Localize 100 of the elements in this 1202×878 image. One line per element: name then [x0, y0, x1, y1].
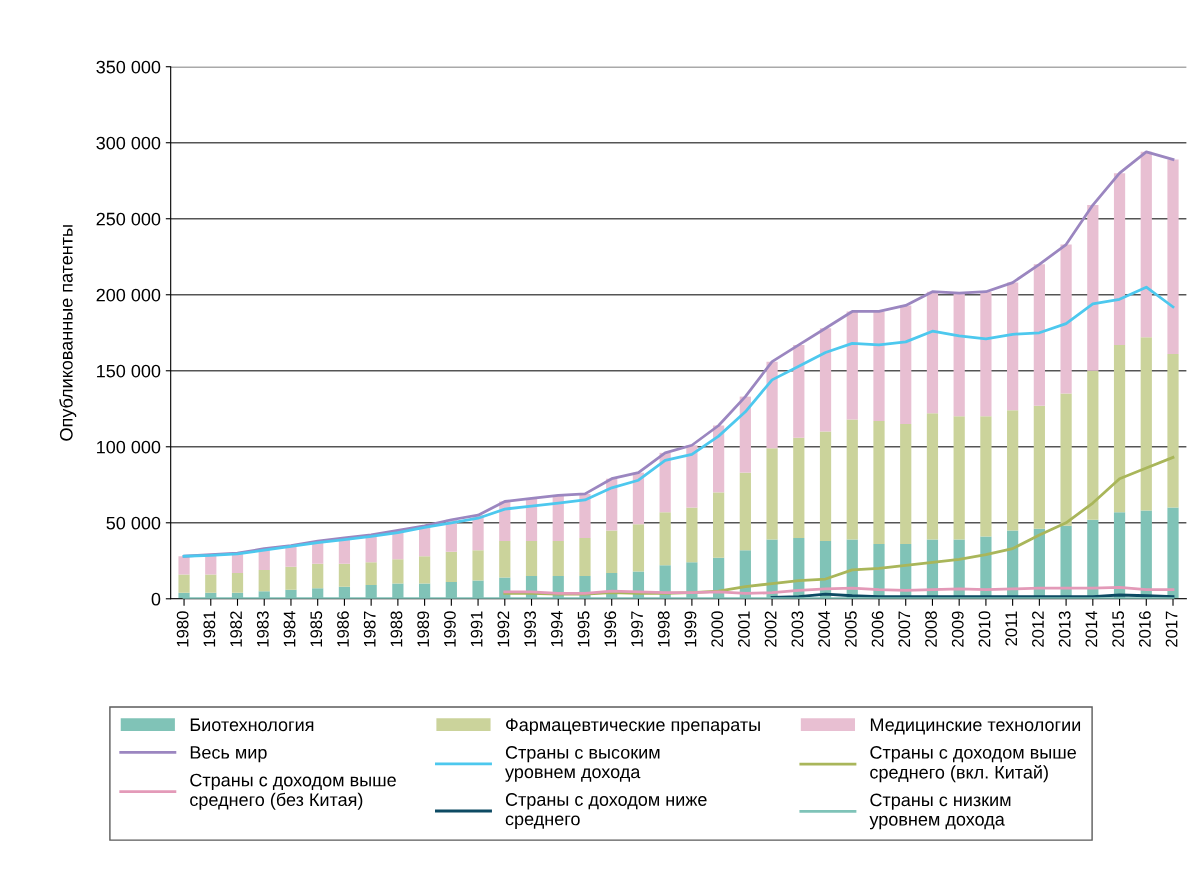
bar: [739, 472, 751, 551]
bar: [1140, 337, 1152, 511]
bar: [632, 524, 645, 572]
x-tick-label: 2016: [1138, 611, 1151, 647]
x-tick-label: 1994: [550, 611, 563, 647]
bar: [392, 559, 404, 584]
bar: [900, 423, 912, 545]
bar: [1113, 173, 1126, 345]
x-tick-label: 2001: [738, 611, 750, 647]
y-tick-label: 200 000: [96, 288, 161, 302]
bar: [713, 425, 725, 493]
x-tick-label: 1990: [444, 611, 456, 647]
bar: [1087, 205, 1099, 371]
bar: [1033, 264, 1045, 406]
bar: [846, 419, 858, 540]
x-tick-label: 2006: [871, 611, 884, 647]
legend-label: Страны с доходом выше среднего (вкл. Китай): [870, 746, 1076, 783]
x-tick-label: 2005: [844, 611, 857, 647]
line-series: [503, 586, 1175, 595]
y-tick-label: 250 000: [96, 212, 161, 226]
bar: [873, 420, 885, 545]
x-tick-label: 2015: [1112, 611, 1125, 647]
bar: [285, 545, 297, 567]
line-series: [182, 285, 1175, 558]
bar: [980, 416, 992, 537]
bar: [713, 492, 725, 558]
bar: [686, 507, 698, 563]
y-tick-label: 0: [151, 592, 161, 606]
x-tick-label: 2009: [951, 611, 964, 647]
bar: [178, 574, 190, 593]
bar: [1113, 344, 1126, 513]
y-tick-label: 300 000: [96, 136, 161, 150]
legend-label: Страны с высоким уровнем дохода: [505, 746, 660, 782]
bar: [900, 305, 912, 424]
legend-label: Страны с доходом ниже среднего: [505, 793, 707, 829]
x-tick-label: 1996: [604, 611, 617, 647]
bar: [606, 530, 618, 573]
legend-label: Фармацевтические препараты: [506, 718, 760, 735]
bar: [1033, 405, 1045, 529]
x-tick-label: 1983: [256, 611, 269, 647]
bar: [365, 562, 377, 586]
x-tick-label: 2003: [791, 611, 804, 647]
bar: [579, 493, 591, 538]
legend-label: Весь мир: [190, 746, 267, 763]
x-tick-label: 2017: [1165, 611, 1178, 647]
bar: [1060, 393, 1072, 526]
x-tick-label: 2004: [818, 611, 831, 647]
bar: [926, 413, 939, 540]
bar: [1087, 370, 1099, 520]
bar: [686, 445, 698, 508]
y-tick-label: 100 000: [97, 440, 161, 454]
x-tick-label: 1992: [497, 611, 510, 647]
bar: [472, 550, 484, 581]
x-tick-label: 2014: [1085, 611, 1098, 647]
x-tick-label: 2008: [925, 611, 937, 647]
x-tick-label: 1998: [657, 611, 670, 647]
x-tick-label: 1997: [631, 611, 643, 647]
bar: [659, 512, 671, 566]
x-tick-label: 2011: [1005, 611, 1018, 646]
bar: [499, 541, 511, 578]
bar: [579, 537, 591, 576]
bar: [926, 291, 939, 414]
y-tick-label: 50 000: [106, 516, 161, 530]
y-tick-label: 350 000: [96, 60, 161, 74]
bar: [980, 291, 992, 417]
bar: [766, 448, 778, 540]
x-tick-label: 2010: [978, 611, 991, 647]
bar: [766, 361, 778, 449]
bar: [819, 328, 832, 432]
bar: [1140, 151, 1152, 338]
x-tick-label: 2013: [1058, 611, 1071, 647]
x-tick-label: 1985: [310, 611, 323, 647]
bar: [312, 563, 324, 589]
bar: [819, 431, 832, 542]
x-tick-label: 1984: [283, 611, 296, 647]
bar: [552, 541, 564, 576]
x-tick-label: 2007: [898, 611, 911, 647]
x-tick-label: 1993: [524, 611, 536, 647]
bar: [953, 293, 965, 417]
bar: [793, 344, 805, 438]
bar: [953, 416, 965, 540]
bar: [205, 574, 217, 593]
legend-label: Медицинские технологии: [870, 718, 1081, 735]
bar: [793, 437, 805, 538]
bar: [338, 563, 351, 587]
x-tick-label: 1980: [176, 611, 189, 647]
x-tick-label: 2000: [711, 611, 724, 647]
x-tick-label: 2002: [764, 611, 777, 647]
legend-label: Страны с низким уровнем дохода: [869, 793, 1011, 830]
x-tick-label: 1989: [417, 611, 430, 647]
bar: [873, 311, 885, 421]
bar: [285, 566, 297, 590]
bar: [739, 396, 751, 473]
bar: [1007, 410, 1019, 531]
bar: [231, 572, 244, 593]
bar: [1167, 354, 1179, 508]
bar: [1060, 244, 1072, 394]
bar: [1167, 159, 1179, 355]
x-tick-label: 1995: [577, 611, 590, 647]
y-tick-label: 150 000: [97, 364, 161, 378]
